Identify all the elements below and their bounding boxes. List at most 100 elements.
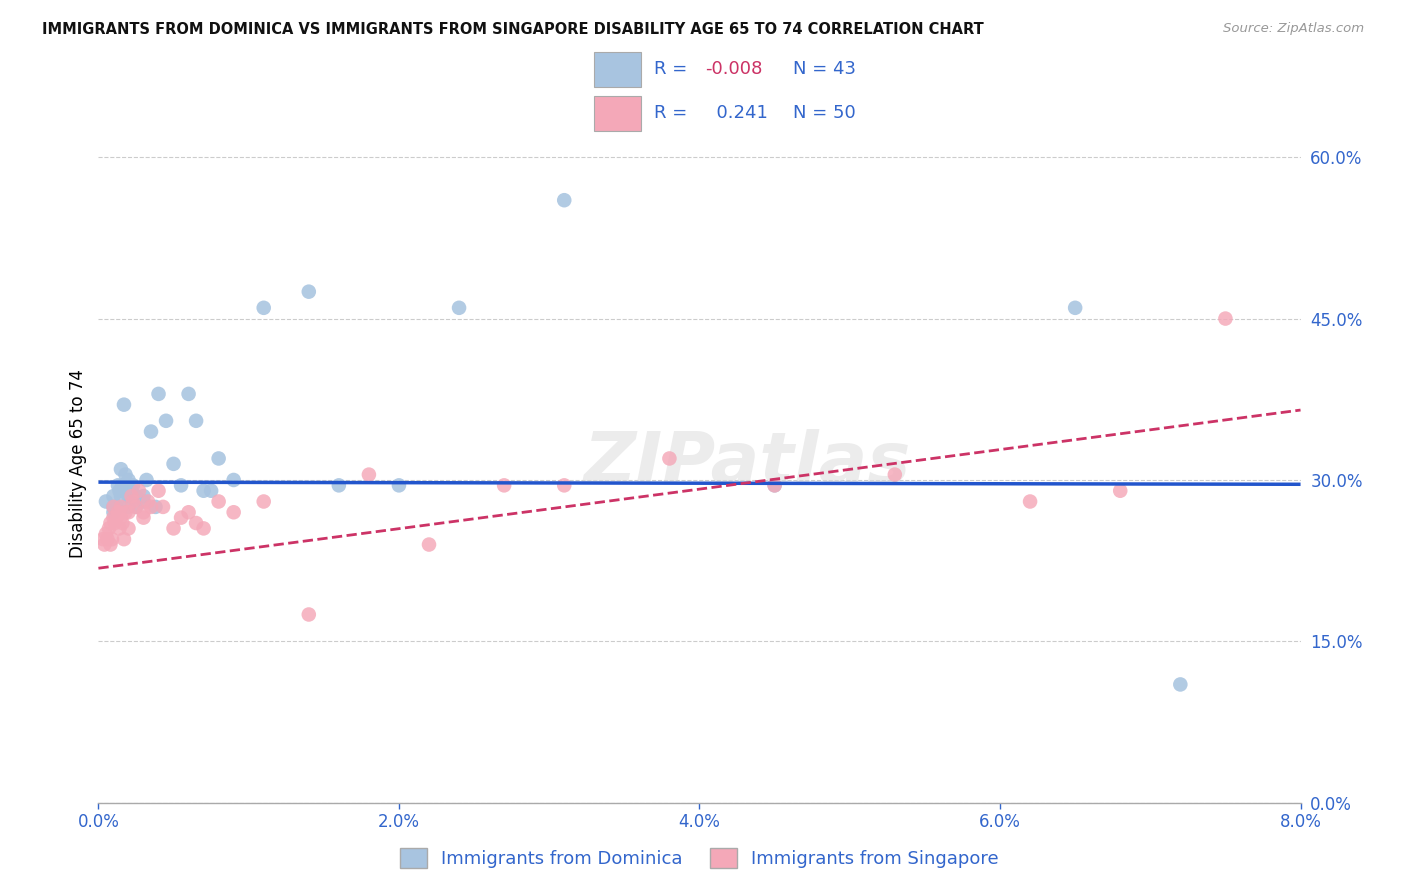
Point bbox=[114, 467, 136, 482]
Point bbox=[111, 516, 134, 530]
Point bbox=[139, 500, 162, 514]
Point bbox=[553, 478, 575, 492]
Legend: Immigrants from Dominica, Immigrants from Singapore: Immigrants from Dominica, Immigrants fro… bbox=[392, 841, 1007, 875]
Point bbox=[418, 537, 440, 551]
Point bbox=[104, 516, 127, 530]
Point bbox=[184, 516, 207, 530]
Point bbox=[122, 494, 145, 508]
Point bbox=[105, 510, 128, 524]
Point bbox=[117, 473, 139, 487]
Point bbox=[553, 193, 575, 207]
Point bbox=[91, 532, 114, 546]
Point bbox=[100, 537, 122, 551]
Point bbox=[155, 414, 177, 428]
Point bbox=[105, 500, 128, 514]
Point bbox=[152, 500, 174, 514]
Point bbox=[132, 494, 155, 508]
Point bbox=[494, 478, 516, 492]
Point bbox=[200, 483, 222, 498]
Point bbox=[763, 478, 786, 492]
Point bbox=[108, 521, 131, 535]
Bar bbox=[593, 96, 641, 131]
Point bbox=[148, 387, 170, 401]
Point bbox=[100, 516, 122, 530]
Point bbox=[94, 494, 117, 508]
Point bbox=[110, 489, 132, 503]
Text: Source: ZipAtlas.com: Source: ZipAtlas.com bbox=[1223, 22, 1364, 36]
Point bbox=[117, 500, 139, 514]
Point bbox=[110, 510, 132, 524]
Point bbox=[96, 532, 118, 546]
Point bbox=[112, 532, 135, 546]
Y-axis label: Disability Age 65 to 74: Disability Age 65 to 74 bbox=[69, 369, 87, 558]
Point bbox=[658, 451, 681, 466]
Point bbox=[1215, 311, 1237, 326]
Point bbox=[94, 526, 117, 541]
Point bbox=[108, 483, 131, 498]
Text: R =: R = bbox=[654, 60, 693, 78]
Point bbox=[103, 505, 125, 519]
Point bbox=[128, 483, 150, 498]
Point bbox=[93, 537, 115, 551]
Point bbox=[763, 478, 786, 492]
Point bbox=[222, 505, 245, 519]
Point bbox=[111, 478, 134, 492]
Point bbox=[357, 467, 380, 482]
Point bbox=[121, 483, 143, 498]
Point bbox=[103, 510, 125, 524]
Point bbox=[107, 478, 129, 492]
Point bbox=[125, 500, 148, 514]
Point bbox=[253, 494, 276, 508]
Point bbox=[114, 505, 136, 519]
Point bbox=[121, 489, 143, 503]
Point bbox=[162, 521, 184, 535]
Point bbox=[136, 494, 159, 508]
Text: IMMIGRANTS FROM DOMINICA VS IMMIGRANTS FROM SINGAPORE DISABILITY AGE 65 TO 74 CO: IMMIGRANTS FROM DOMINICA VS IMMIGRANTS F… bbox=[42, 22, 984, 37]
Point bbox=[103, 500, 125, 514]
Point bbox=[117, 489, 139, 503]
Point bbox=[112, 398, 135, 412]
Point bbox=[139, 425, 162, 439]
Point bbox=[125, 500, 148, 514]
Point bbox=[132, 510, 155, 524]
Point bbox=[177, 505, 200, 519]
Point bbox=[170, 478, 193, 492]
Point bbox=[193, 483, 215, 498]
Point bbox=[1168, 677, 1191, 691]
Text: ZIPatlas: ZIPatlas bbox=[583, 429, 911, 499]
Point bbox=[328, 478, 350, 492]
Point bbox=[388, 478, 411, 492]
Point bbox=[208, 451, 231, 466]
Text: 0.241: 0.241 bbox=[704, 104, 768, 122]
Text: N = 50: N = 50 bbox=[793, 104, 855, 122]
Point bbox=[177, 387, 200, 401]
Point bbox=[117, 521, 139, 535]
Point bbox=[447, 301, 470, 315]
Point bbox=[208, 494, 231, 508]
Point bbox=[298, 607, 321, 622]
Point bbox=[103, 489, 125, 503]
Text: -0.008: -0.008 bbox=[704, 60, 762, 78]
Point bbox=[97, 521, 120, 535]
Point bbox=[193, 521, 215, 535]
Point bbox=[101, 532, 124, 546]
Point bbox=[125, 489, 148, 503]
Point bbox=[145, 500, 167, 514]
Point bbox=[110, 462, 132, 476]
Point bbox=[222, 473, 245, 487]
Point bbox=[298, 285, 321, 299]
Bar bbox=[593, 52, 641, 87]
Point bbox=[1019, 494, 1042, 508]
Point bbox=[1064, 301, 1087, 315]
Point bbox=[103, 500, 125, 514]
Point bbox=[184, 414, 207, 428]
Point bbox=[1109, 483, 1132, 498]
Point bbox=[132, 489, 155, 503]
Point bbox=[170, 510, 193, 524]
Point bbox=[162, 457, 184, 471]
Point bbox=[132, 505, 155, 519]
Point bbox=[122, 478, 145, 492]
Point bbox=[110, 500, 132, 514]
Text: N = 43: N = 43 bbox=[793, 60, 856, 78]
Point bbox=[253, 301, 276, 315]
